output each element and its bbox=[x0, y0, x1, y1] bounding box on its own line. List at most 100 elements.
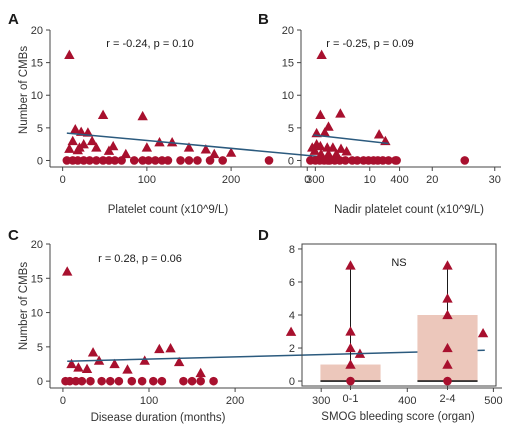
panel-a-point-triangle bbox=[166, 137, 178, 147]
panel-a-scatter: r = -0.24, p = 0.10 Platelet count (x10^… bbox=[18, 25, 409, 216]
panel-a-point-circle bbox=[218, 156, 227, 165]
panel-a-point-circle bbox=[79, 156, 88, 165]
panel-c-point-triangle bbox=[62, 266, 73, 276]
panel-a-point-circle bbox=[176, 156, 185, 165]
panel-c-point-triangle bbox=[285, 326, 297, 336]
panel-d-point-triangle bbox=[442, 342, 453, 353]
panel-a-point-circle bbox=[85, 156, 94, 165]
panel-b-x-tick-label: 20 bbox=[426, 174, 438, 186]
panel-d-y-tick-label: 8 bbox=[289, 244, 295, 256]
panel-d-significance-annotation: NS bbox=[391, 257, 406, 269]
panel-b-point-circle bbox=[341, 156, 350, 165]
panel-b-point-triangle bbox=[315, 148, 327, 159]
panel-c-point-triangle bbox=[66, 358, 77, 369]
panel-a-point-triangle bbox=[64, 143, 75, 153]
panel-a-y-tick-label: 10 bbox=[31, 90, 43, 102]
panel-c-point-circle bbox=[137, 376, 147, 386]
panel-b-point-triangle bbox=[335, 108, 346, 118]
panel-a-y-tick-label: 0 bbox=[37, 155, 43, 167]
panel-a-x-axis-label: Platelet count (x10^9/L) bbox=[108, 204, 229, 216]
panel-a-point-circle bbox=[150, 156, 160, 165]
panel-d-y-tick-label: 0 bbox=[289, 376, 295, 388]
panel-c-x-tick-label: 100 bbox=[140, 395, 158, 407]
panel-c-point-circle bbox=[71, 376, 81, 386]
panel-c-y-tick-label: 10 bbox=[31, 308, 43, 320]
panel-a-x-tick-label: 200 bbox=[222, 174, 240, 186]
panel-a-y-axis-label: Number of CMBs bbox=[18, 46, 30, 134]
panel-c-point-circle bbox=[187, 376, 197, 386]
panel-a-y-tick-label: 15 bbox=[31, 58, 43, 70]
panel-a-point-circle bbox=[184, 156, 194, 165]
panel-c-point-circle bbox=[77, 376, 87, 386]
panel-a-point-circle bbox=[193, 156, 202, 165]
panel-a-point-triangle bbox=[141, 142, 153, 152]
panel-b-x-tick-label: 30 bbox=[489, 174, 501, 186]
panel-b-point-triangle bbox=[323, 148, 334, 159]
panel-a-point-circle bbox=[92, 156, 101, 165]
panel-c-point-circle bbox=[127, 376, 137, 386]
panel-d-x-axis-label: SMOG bleeding score (organ) bbox=[321, 411, 475, 423]
panel-b-y-tick-label: 20 bbox=[282, 25, 294, 37]
panel-a-point-circle bbox=[205, 156, 215, 165]
panel-b-y-tick-label: 0 bbox=[288, 155, 294, 167]
panel-a-x-tick-label: 100 bbox=[138, 174, 156, 186]
panel-b-point-triangle bbox=[335, 143, 347, 153]
panel-a-point-circle bbox=[73, 156, 83, 165]
panel-b-point-triangle bbox=[315, 140, 326, 151]
panel-b-point-triangle bbox=[327, 142, 339, 152]
panel-c-point-circle bbox=[149, 376, 158, 386]
panel-c-point-triangle bbox=[73, 362, 84, 372]
panel-a-correlation-annotation: r = -0.24, p = 0.10 bbox=[106, 38, 193, 50]
panel-b-point-circle bbox=[460, 156, 470, 165]
panel-c-point-circle bbox=[105, 376, 115, 386]
panel-d-point-triangle bbox=[442, 293, 453, 303]
panel-b-point-triangle bbox=[341, 146, 352, 156]
panel-d-point-triangle bbox=[442, 260, 453, 270]
panel-b-x-tick-label: 10 bbox=[364, 174, 376, 186]
panel-a-point-circle bbox=[110, 156, 120, 165]
panel-d-point-triangle bbox=[442, 309, 453, 320]
panel-c-point-triangle bbox=[165, 343, 176, 353]
panel-a-point-circle bbox=[163, 156, 173, 165]
panel-d-y-tick-label: 6 bbox=[289, 277, 295, 289]
panel-c-point-triangle bbox=[87, 347, 99, 357]
panel-b-point-triangle bbox=[315, 109, 326, 119]
panel-a-point-circle bbox=[129, 156, 139, 165]
panel-letter-a: A bbox=[8, 11, 19, 28]
panel-c-point-circle bbox=[97, 376, 106, 386]
panel-b-point-triangle bbox=[307, 142, 318, 152]
panel-a-point-triangle bbox=[86, 135, 98, 146]
panel-a-point-circle bbox=[104, 156, 114, 165]
panel-c-x-tick-label: 400 bbox=[398, 395, 416, 407]
panel-a-point-triangle bbox=[331, 148, 342, 159]
panel-a-point-circle bbox=[264, 156, 274, 165]
panel-c-trend-line bbox=[67, 349, 485, 363]
panel-c-scatter: r = 0.28, p = 0.06 Disease duration (mon… bbox=[18, 239, 503, 424]
panel-letter-c: C bbox=[8, 227, 19, 244]
panel-c-point-triangle bbox=[154, 343, 165, 354]
panel-a-point-triangle bbox=[209, 148, 220, 159]
panel-d-point-triangle bbox=[345, 359, 356, 369]
panel-d-point-triangle bbox=[345, 260, 356, 270]
panel-c-point-triangle bbox=[122, 364, 133, 374]
panel-a-point-circle bbox=[117, 156, 126, 165]
panel-c-point-triangle bbox=[81, 363, 93, 373]
panel-c-point-triangle bbox=[109, 358, 120, 369]
panel-c-point-circle bbox=[114, 376, 124, 386]
panel-d-y-tick-label: 2 bbox=[289, 343, 295, 355]
panel-c-y-tick-label: 15 bbox=[31, 273, 43, 285]
panel-d-point-circle bbox=[443, 376, 452, 386]
panel-d-x-tick-label: 0-1 bbox=[343, 393, 359, 405]
panel-letter-b: B bbox=[258, 11, 269, 28]
panel-a-point-circle bbox=[62, 156, 72, 165]
panel-d-point-circle bbox=[346, 376, 355, 386]
panel-c-point-circle bbox=[209, 376, 218, 386]
panel-b-trend-line bbox=[313, 134, 389, 145]
panel-b-y-tick-label: 5 bbox=[288, 123, 294, 135]
panel-d-point-triangle bbox=[345, 326, 356, 336]
panel-d-x-tick-label: 2-4 bbox=[440, 393, 456, 405]
panel-d-y-tick-label: 4 bbox=[289, 310, 295, 322]
panel-c-point-circle bbox=[179, 376, 188, 386]
panel-c-x-tick-label: 300 bbox=[312, 395, 330, 407]
panel-b-x-tick-label: 0 bbox=[304, 174, 310, 186]
